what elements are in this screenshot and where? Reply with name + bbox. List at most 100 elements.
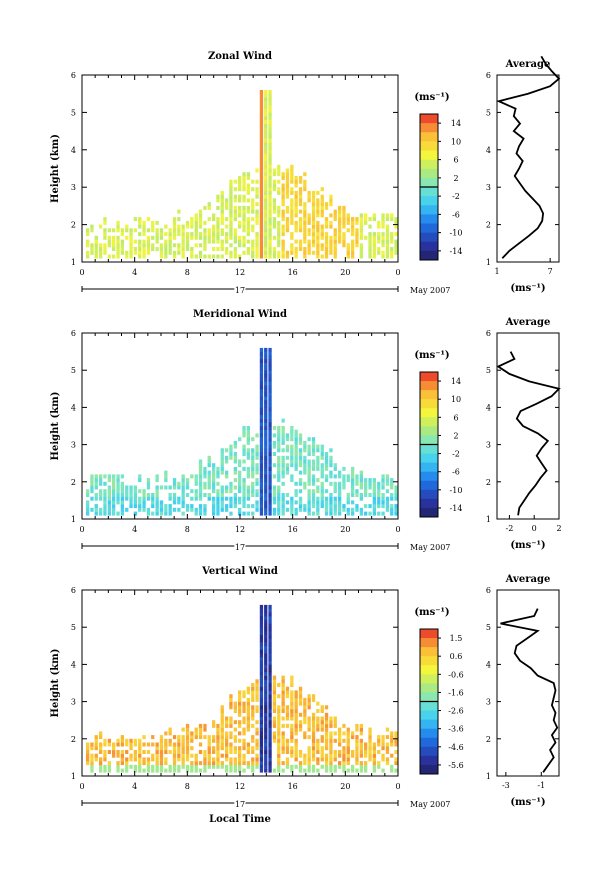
y-axis-label: Height (km) [50,392,61,461]
colorbar-swatch [420,489,438,500]
colorbar-swatch [420,426,438,436]
colorbar-tick-label: 14 [451,377,461,386]
colorbar-swatch [420,435,438,445]
y-tick-label: 4 [71,403,76,412]
x-tick-label: 16 [288,525,298,534]
colorbar-swatch [420,168,438,179]
x-tick-label: 0 [395,525,400,534]
x-tick-label: 20 [340,525,350,534]
colorbar-tick-label: -1.6 [448,688,463,697]
colorbar-swatch [420,123,438,133]
colorbar-tick-label: 2 [453,174,458,183]
profile-frame [496,332,560,520]
x-tick-label: 8 [185,525,190,534]
y-tick-label: 3 [71,441,76,450]
colorbar-tick-label: 1.5 [450,634,463,643]
date-label: May 2007 [410,543,450,552]
colorbar-swatch [420,159,438,170]
colorbar-swatch [420,205,438,215]
x-tick-label: 12 [235,525,245,534]
x-tick-label: 0 [79,268,84,277]
profile-y-tick-label: 5 [486,623,491,632]
x-tick-label: 0 [395,782,400,791]
y-tick-label: 6 [71,329,76,338]
colorbar-swatch [420,507,438,518]
colorbar-swatch [420,150,438,161]
colorbar-swatch [420,719,438,730]
colorbar-swatch [420,390,438,400]
profile-x-tick-label: -3 [502,781,510,790]
colorbar-tick-label: 6 [453,156,458,165]
x-tick-label: 16 [288,268,298,277]
colorbar-swatch [420,683,438,693]
colorbar-swatch [420,755,438,766]
date-label: May 2007 [410,286,450,295]
colorbar-swatch [420,647,438,657]
day-label: 17 [235,543,245,552]
x-tick-label: 4 [132,782,137,791]
colorbar-swatch [420,444,438,454]
colorbar-tick-label: -4.6 [448,743,463,752]
colorbar-swatch [420,223,438,234]
colorbar-swatch [420,764,438,775]
profile-y-tick-label: 1 [486,515,491,524]
colorbar-swatch [420,453,438,464]
x-tick-label: 12 [235,782,245,791]
profile-frame [496,74,560,263]
colorbar: 14 10 6 2 -2 -6 -10 -14 [419,371,462,518]
colorbar-tick-label: -2 [452,192,460,201]
y-tick-label: 4 [71,146,76,155]
colorbar-tick-label: 0.6 [450,652,463,661]
profile-line [500,608,559,773]
profile-y-tick-label: 2 [486,735,491,744]
y-tick-label: 1 [71,772,76,781]
colorbar-tick-label: -6 [452,468,460,477]
colorbar-swatch [420,372,438,382]
y-tick-label: 6 [71,586,76,595]
x-tick-label: 12 [235,268,245,277]
profile-y-tick-label: 2 [486,478,491,487]
profile-y-tick-label: 6 [486,586,491,595]
colorbar-swatch [420,710,438,721]
colorbar-swatch [420,665,438,675]
profile-y-tick-label: 1 [486,772,491,781]
colorbar-swatch [420,381,438,391]
colorbar-swatch [420,746,438,757]
day-label: 17 [235,800,245,809]
colorbar-swatch [420,737,438,748]
colorbar-swatch [420,214,438,224]
colorbar-swatch [420,498,438,509]
profile-title: Average [505,574,551,585]
colorbar-swatch [420,114,438,124]
colorbar-swatch [420,638,438,648]
x-tick-label: 0 [395,268,400,277]
profile-x-tick-label: 2 [556,524,561,533]
colorbar-swatch [420,692,438,702]
y-tick-label: 2 [71,735,76,744]
heatmap-cells [86,90,398,259]
colorbar-tick-label: -6 [452,210,460,219]
y-tick-label: 2 [71,221,76,230]
colorbar-tick-label: -10 [450,229,463,238]
colorbar-label: (ms⁻¹) [414,350,449,361]
colorbar-swatch [420,408,438,418]
heatmap-cells [86,347,398,516]
profile-y-tick-label: 4 [486,146,491,155]
date-label: May 2007 [410,800,450,809]
colorbar-tick-label: 10 [451,395,461,404]
colorbar-swatch [420,674,438,684]
colorbar-swatch [420,417,438,427]
colorbar-tick-label: -0.6 [448,670,463,679]
colorbar-swatch [420,629,438,639]
colorbar-swatch [420,241,438,252]
x-tick-label: 4 [132,268,137,277]
colorbar-label: (ms⁻¹) [414,92,449,103]
y-tick-label: 4 [71,660,76,669]
colorbar-swatch [420,471,438,482]
colorbar-swatch [420,132,438,142]
colorbar-tick-label: 6 [453,413,458,422]
